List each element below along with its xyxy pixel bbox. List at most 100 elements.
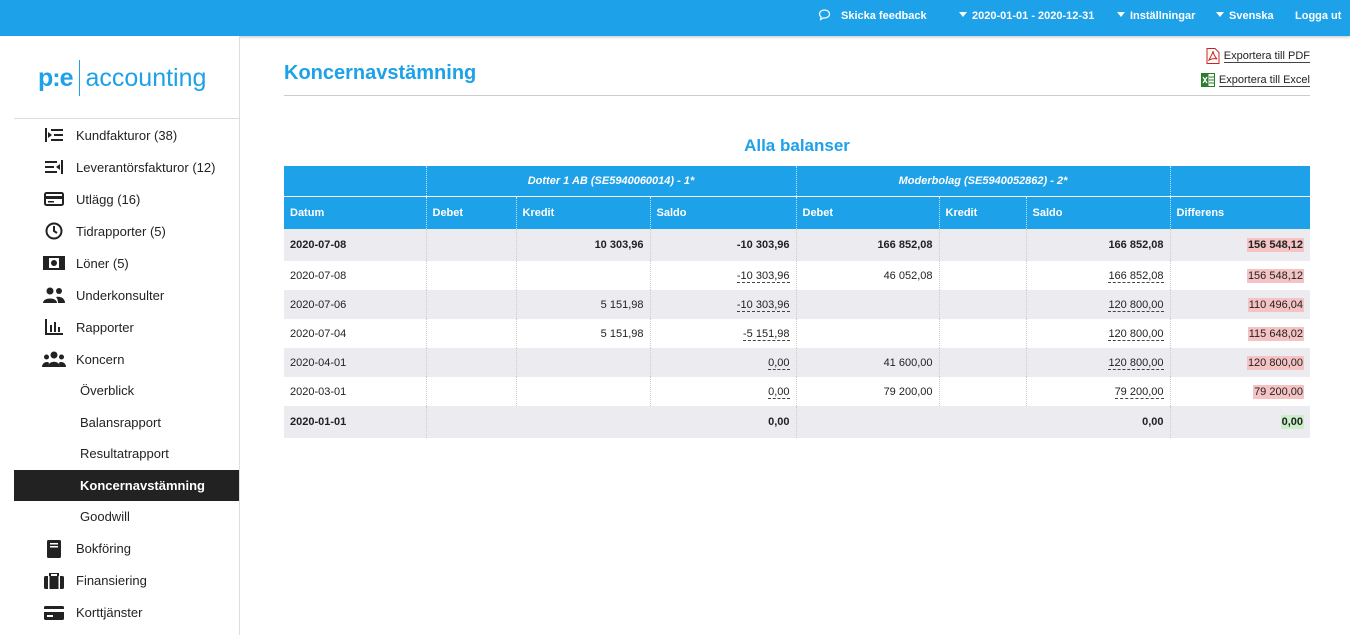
cell-debet-2 (795, 319, 939, 348)
sidebar-item-koncern[interactable]: Koncern (14, 343, 239, 375)
saldo-link[interactable]: 120 800,00 (1108, 298, 1164, 312)
group-header-dotter: Dotter 1 AB (SE5940060014) - 1* (425, 166, 796, 196)
cell-saldo-2: 120 800,00 (1025, 290, 1170, 319)
cell-debet-1 (425, 261, 516, 290)
diff-value: 156 548,12 (1246, 268, 1304, 283)
cell-saldo-2: 120 800,00 (1025, 319, 1170, 348)
cell-saldo-2: 79 200,00 (1025, 377, 1170, 406)
cell-saldo-1: 0,00 (425, 406, 796, 438)
cell-saldo-2: 166 852,08 (1025, 261, 1170, 290)
sidebar-subitem-label: Balansrapport (80, 414, 161, 430)
table-group-header-row: Dotter 1 AB (SE5940060014) - 1* Moderbol… (284, 166, 1310, 196)
export-excel-link[interactable]: Exportera till Excel (1200, 72, 1310, 88)
saldo-link[interactable]: 120 800,00 (1108, 327, 1164, 341)
table-row: 2020-07-08 -10 303,96 46 052,08 166 852,… (284, 261, 1310, 290)
sidebar-item-utlagg[interactable]: Utlägg (16) (14, 183, 239, 215)
settings-dropdown[interactable]: Inställningar (1117, 0, 1195, 32)
sidebar-subitem-label: Koncernavstämning (80, 477, 205, 493)
column-header-saldo: Saldo (649, 195, 796, 229)
table-row: 2020-07-06 5 151,98 -10 303,96 120 800,0… (284, 290, 1310, 319)
cell-date: 2020-07-08 (284, 261, 426, 290)
saldo-link[interactable]: -5 151,98 (743, 327, 790, 341)
logout-button[interactable]: Logga ut (1295, 0, 1341, 32)
cell-saldo-2: 120 800,00 (1025, 348, 1170, 377)
card-icon (42, 603, 66, 623)
cell-date: 2020-03-01 (284, 377, 426, 406)
column-header-datum: Datum (284, 195, 426, 229)
sidebar-item-kundfakturor[interactable]: Kundfakturor (38) (14, 119, 239, 151)
column-header-kredit: Kredit (938, 195, 1026, 229)
table-row: 2020-04-01 0,00 41 600,00 120 800,00 120… (284, 348, 1310, 377)
cell-diff: 120 800,00 (1169, 348, 1310, 377)
column-header-saldo: Saldo (1025, 195, 1170, 229)
sidebar-subitem-goodwill[interactable]: Goodwill (14, 501, 239, 533)
cell-kredit-2 (938, 229, 1026, 261)
briefcase-icon (42, 571, 66, 591)
sidebar-subitem-label: Goodwill (80, 509, 130, 525)
cell-debet-2: 166 852,08 (795, 229, 939, 261)
saldo-link[interactable]: 79 200,00 (1114, 385, 1164, 399)
sidebar-subitem-koncernavstamning[interactable]: Koncernavstämning (14, 469, 239, 501)
pdf-file-icon (1206, 48, 1220, 64)
sidebar-item-label: Tidrapporter (5) (76, 223, 166, 239)
sidebar-item-loner[interactable]: Löner (5) (14, 247, 239, 279)
logo-separator (78, 60, 80, 96)
banknote-icon (42, 253, 66, 273)
sidebar-item-leverantorsfakturor[interactable]: Leverantörsfakturor (12) (14, 151, 239, 183)
language-dropdown[interactable]: Svenska (1216, 0, 1274, 32)
column-header-debet: Debet (425, 195, 516, 229)
logo[interactable]: p:e accounting (38, 58, 206, 98)
caret-down-icon (1216, 12, 1224, 17)
cell-debet-1 (425, 290, 516, 319)
cell-date: 2020-04-01 (284, 348, 426, 377)
group-header-empty (284, 166, 426, 196)
caret-down-icon (959, 12, 967, 17)
cell-diff: 115 648,02 (1169, 319, 1310, 348)
sidebar-item-label: Underkonsulter (76, 287, 165, 303)
column-header-differens: Differens (1169, 195, 1310, 229)
cell-diff: 110 496,04 (1169, 290, 1310, 319)
cell-saldo-1: -10 303,96 (649, 290, 796, 319)
sidebar-item-label: Leverantörsfakturor (12) (76, 159, 216, 175)
title-divider (284, 95, 1310, 96)
saldo-link[interactable]: 0,00 (768, 385, 790, 399)
feedback-button[interactable]: Skicka feedback (818, 0, 927, 32)
sidebar-item-bokforing[interactable]: Bokföring (14, 533, 239, 565)
feedback-label: Skicka feedback (841, 10, 927, 22)
sidebar-subitem-balansrapport[interactable]: Balansrapport (14, 407, 239, 439)
sidebar-item-underkonsulter[interactable]: Underkonsulter (14, 279, 239, 311)
settings-label: Inställningar (1130, 10, 1196, 22)
diff-value: 115 648,02 (1247, 326, 1304, 341)
sidebar-item-label: Utlägg (16) (76, 191, 141, 207)
export-pdf-link[interactable]: Exportera till PDF (1206, 48, 1310, 64)
sidebar-subitem-overblick[interactable]: Överblick (14, 375, 239, 407)
period-label: 2020-01-01 - 2020-12-31 (972, 10, 1095, 22)
logout-label: Logga ut (1295, 10, 1342, 22)
sidebar-item-label: Rapporter (76, 319, 134, 335)
sidebar-item-korttjanster[interactable]: Korttjänster (14, 597, 239, 629)
group-icon (42, 349, 66, 369)
cell-saldo-1: 0,00 (649, 377, 796, 406)
cell-saldo-2: 0,00 (795, 406, 1170, 438)
book-icon (42, 539, 66, 559)
sidebar-item-label: Kundfakturor (38) (76, 127, 178, 143)
cell-kredit-1 (515, 377, 650, 406)
saldo-link[interactable]: 166 852,08 (1108, 269, 1164, 283)
users-icon (42, 285, 66, 305)
cell-diff: 79 200,00 (1169, 377, 1310, 406)
period-dropdown[interactable]: 2020-01-01 - 2020-12-31 (959, 0, 1094, 32)
cell-saldo-1: -5 151,98 (649, 319, 796, 348)
saldo-link[interactable]: 120 800,00 (1108, 356, 1164, 370)
diff-value: 79 200,00 (1253, 384, 1304, 399)
sidebar-subitem-label: Överblick (80, 383, 135, 399)
sidebar-item-rapporter[interactable]: Rapporter (14, 311, 239, 343)
credit-card-icon (42, 189, 66, 209)
sidebar-subitem-resultatrapport[interactable]: Resultatrapport (14, 438, 239, 470)
sidebar-item-finansiering[interactable]: Finansiering (14, 565, 239, 597)
sidebar-item-tidrapporter[interactable]: Tidrapporter (5) (14, 215, 239, 247)
saldo-link[interactable]: 0,00 (768, 356, 790, 370)
logo-word: accounting (85, 63, 207, 92)
saldo-link[interactable]: -10 303,96 (736, 298, 790, 312)
saldo-link[interactable]: -10 303,96 (736, 269, 790, 283)
bar-chart-icon (42, 317, 66, 337)
